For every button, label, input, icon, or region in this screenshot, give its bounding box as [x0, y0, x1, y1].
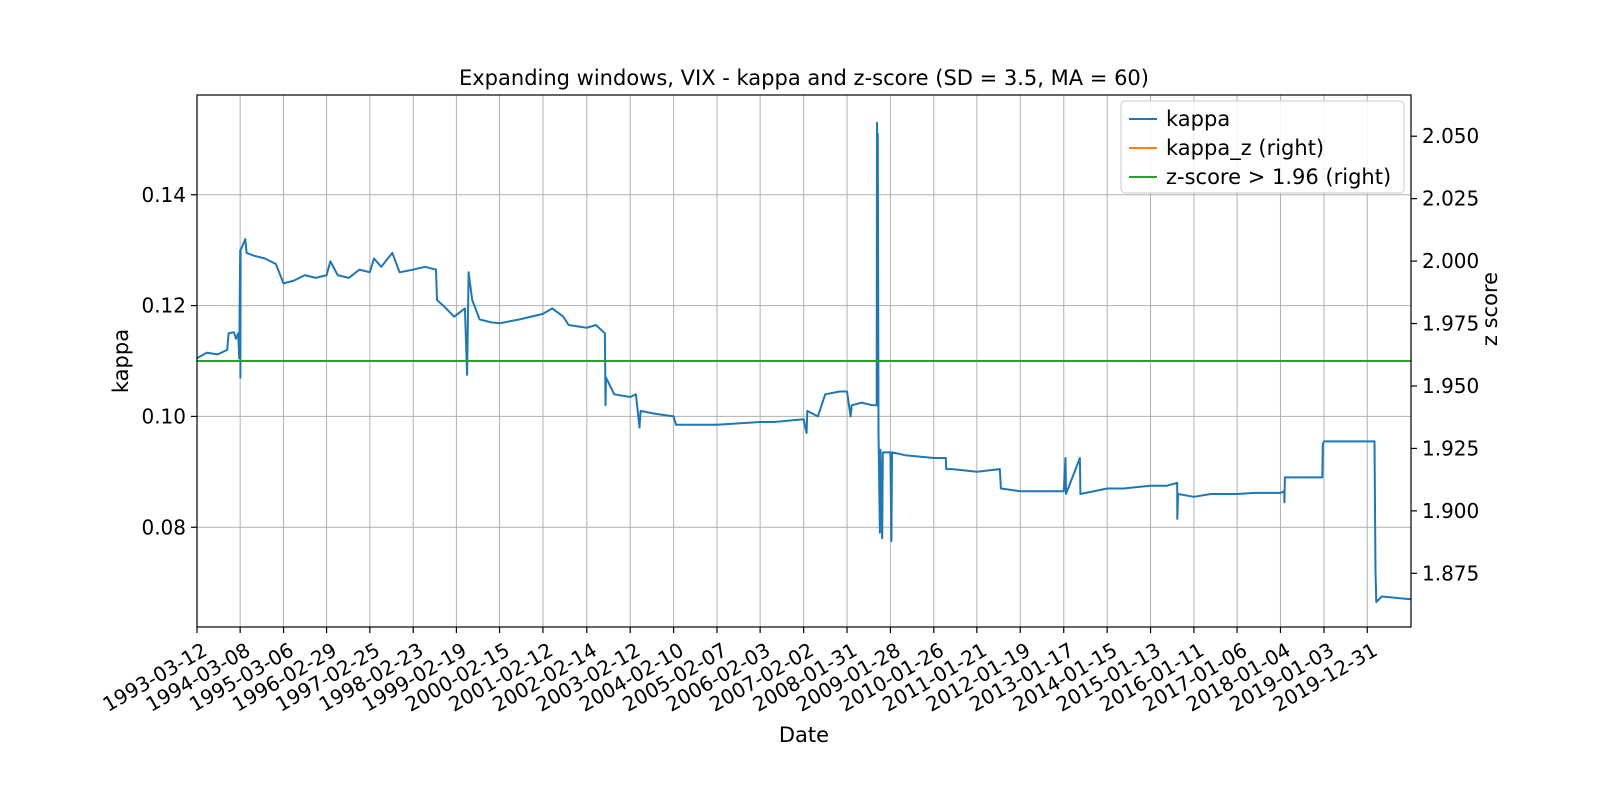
series-line-kappa — [196, 121, 1412, 604]
y2-tick-label: 1.900 — [1422, 499, 1479, 523]
y-axis-label: kappa — [109, 329, 133, 393]
y2-tick-label: 2.050 — [1422, 124, 1479, 148]
legend-box — [1120, 100, 1405, 194]
y-tick-label: 0.14 — [141, 183, 186, 207]
y-axis-right: 1.875 1.900 1.925 1.950 1.975 2.000 2.025 2.050 — [1411, 124, 1479, 585]
y-axis-left: 0.08 0.10 0.12 0.14 — [141, 183, 197, 539]
y-tick-label: 0.10 — [141, 404, 186, 428]
series-layer — [196, 121, 1412, 604]
legend-label: kappa_z (right) — [1166, 136, 1324, 161]
chart-title: Expanding windows, VIX - kappa and z-sco… — [459, 66, 1149, 90]
y2-tick-label: 1.925 — [1422, 436, 1479, 460]
y2-tick-label: 2.025 — [1422, 187, 1479, 211]
y2-axis-label: z score — [1478, 272, 1502, 346]
y-tick-label: 0.12 — [141, 294, 186, 318]
y2-tick-label: 1.975 — [1422, 312, 1479, 336]
legend-label: kappa — [1166, 107, 1230, 131]
y2-tick-label: 1.950 — [1422, 374, 1479, 398]
legend: kappa kappa_z (right) z-score > 1.96 (righ… — [1120, 100, 1405, 194]
legend-label: z-score > 1.96 (right) — [1166, 165, 1391, 189]
x-axis-label: Date — [779, 723, 829, 747]
y2-tick-label: 2.000 — [1422, 249, 1479, 273]
x-axis: 1993-03-121994-03-081995-03-061996-02-29… — [98, 627, 1381, 717]
y2-tick-label: 1.875 — [1422, 561, 1479, 585]
y-tick-label: 0.08 — [141, 515, 186, 539]
